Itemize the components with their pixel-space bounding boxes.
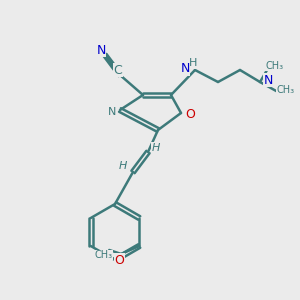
Text: CH₃: CH₃ (94, 250, 112, 260)
Text: N: N (108, 107, 116, 117)
Text: N: N (263, 74, 273, 86)
Text: CH₃: CH₃ (266, 61, 284, 71)
Text: H: H (152, 143, 160, 153)
Text: N: N (180, 62, 190, 76)
Text: C: C (114, 64, 122, 76)
Text: O: O (114, 254, 124, 266)
Text: CH₃: CH₃ (277, 85, 295, 95)
Text: H: H (189, 58, 197, 68)
Text: O: O (185, 109, 195, 122)
Text: N: N (96, 44, 106, 56)
Text: H: H (119, 161, 127, 171)
